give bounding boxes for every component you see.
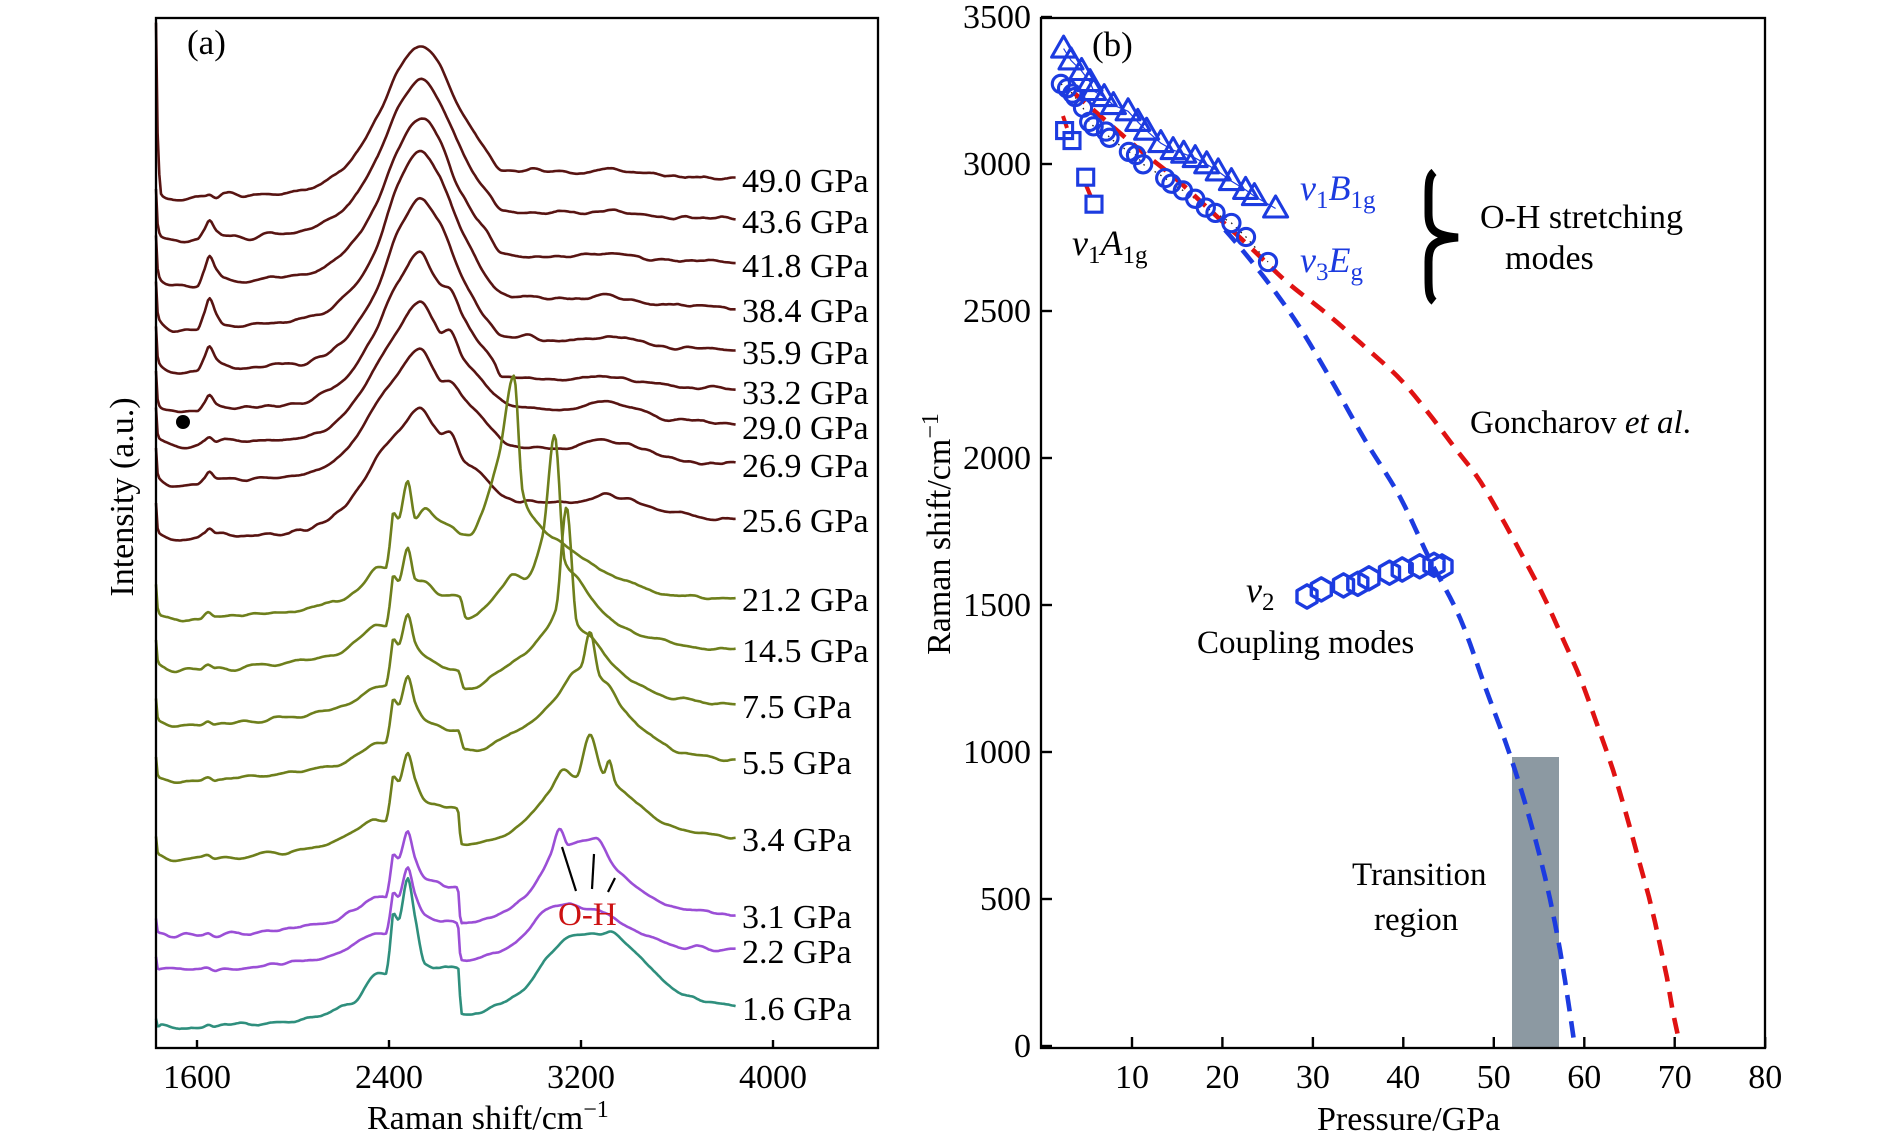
- svg-text:4000: 4000: [739, 1059, 807, 1096]
- svg-text:(b): (b): [1092, 25, 1133, 64]
- svg-text:Transition: Transition: [1352, 857, 1486, 893]
- svg-text:v2: v2: [1246, 570, 1274, 616]
- svg-text:2000: 2000: [963, 440, 1031, 477]
- svg-text:40: 40: [1386, 1059, 1420, 1096]
- svg-text:20: 20: [1205, 1059, 1239, 1096]
- svg-text:2400: 2400: [355, 1059, 423, 1096]
- svg-text:Intensity (a.u.): Intensity (a.u.): [104, 397, 141, 596]
- svg-text:Raman shift/cm−1: Raman shift/cm−1: [918, 413, 958, 655]
- svg-text:3500: 3500: [963, 0, 1031, 36]
- svg-text:0: 0: [1014, 1028, 1031, 1065]
- svg-text:Coupling modes: Coupling modes: [1197, 625, 1414, 661]
- svg-text:500: 500: [980, 881, 1031, 918]
- svg-text:Goncharov et al.: Goncharov et al.: [1470, 405, 1691, 441]
- svg-text:35.9 GPa: 35.9 GPa: [742, 335, 869, 372]
- svg-text:3200: 3200: [547, 1059, 615, 1096]
- svg-text:v3Eg: v3Eg: [1300, 240, 1363, 286]
- svg-text:7.5 GPa: 7.5 GPa: [742, 689, 852, 726]
- svg-text:3.4 GPa: 3.4 GPa: [742, 822, 852, 859]
- svg-text:O-H stretching: O-H stretching: [1480, 199, 1683, 236]
- svg-text:1600: 1600: [163, 1059, 231, 1096]
- svg-text:modes: modes: [1505, 240, 1594, 277]
- svg-text:26.9 GPa: 26.9 GPa: [742, 448, 869, 485]
- svg-text:3.1 GPa: 3.1 GPa: [742, 899, 852, 936]
- svg-text:10: 10: [1115, 1059, 1149, 1096]
- svg-text:Pressure/GPa: Pressure/GPa: [1317, 1101, 1500, 1132]
- svg-text:70: 70: [1658, 1059, 1692, 1096]
- svg-text:50: 50: [1477, 1059, 1511, 1096]
- svg-text:21.2 GPa: 21.2 GPa: [742, 582, 869, 619]
- svg-text:Raman shift/cm−1: Raman shift/cm−1: [367, 1097, 609, 1132]
- svg-text:41.8 GPa: 41.8 GPa: [742, 248, 869, 285]
- svg-text:(a): (a): [187, 23, 226, 62]
- svg-text:43.6 GPa: 43.6 GPa: [742, 204, 869, 241]
- svg-text:v1B1g: v1B1g: [1300, 168, 1376, 214]
- svg-text:5.5 GPa: 5.5 GPa: [742, 745, 852, 782]
- svg-text:29.0 GPa: 29.0 GPa: [742, 410, 869, 447]
- svg-text:1000: 1000: [963, 734, 1031, 771]
- svg-text:49.0 GPa: 49.0 GPa: [742, 163, 869, 200]
- svg-text:60: 60: [1567, 1059, 1601, 1096]
- svg-text:33.2 GPa: 33.2 GPa: [742, 375, 869, 412]
- svg-text:25.6 GPa: 25.6 GPa: [742, 503, 869, 540]
- svg-text:80: 80: [1748, 1059, 1782, 1096]
- svg-text:38.4 GPa: 38.4 GPa: [742, 293, 869, 330]
- svg-text:3000: 3000: [963, 146, 1031, 183]
- svg-text:1.6 GPa: 1.6 GPa: [742, 991, 852, 1028]
- svg-text:v1A1g: v1A1g: [1072, 223, 1148, 269]
- svg-text:2.2 GPa: 2.2 GPa: [742, 934, 852, 971]
- svg-text:region: region: [1374, 902, 1458, 938]
- svg-text:1500: 1500: [963, 587, 1031, 624]
- svg-text:O-H: O-H: [558, 897, 617, 933]
- svg-text:14.5 GPa: 14.5 GPa: [742, 633, 869, 670]
- svg-text:30: 30: [1296, 1059, 1330, 1096]
- svg-text:2500: 2500: [963, 293, 1031, 330]
